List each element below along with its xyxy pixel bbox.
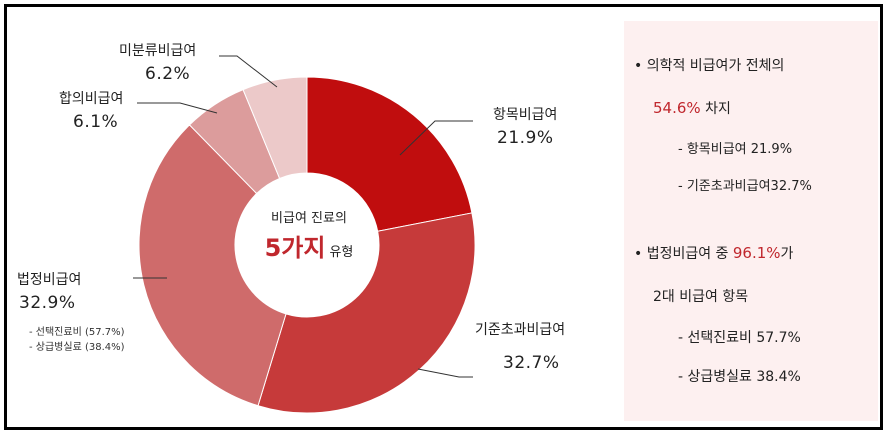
panel-b1-sub1: - 항목비급여 21.9% — [678, 142, 793, 157]
slice-value-1: 32.7% — [503, 353, 560, 373]
donut-chart — [133, 55, 476, 414]
donut-slice-1 — [257, 212, 476, 414]
donut-hole — [235, 173, 379, 317]
slice-value-4: 6.2% — [145, 64, 191, 84]
panel-b2-line2: 2대 비급여 항목 — [653, 289, 749, 305]
panel-b1-rest: 차지 — [700, 101, 731, 117]
panel-b2-suffix: 가 — [780, 246, 794, 262]
leader-line-1 — [417, 368, 473, 378]
donut-center-text: 비급여 진료의 5가지 유형 — [244, 207, 374, 263]
slice-label-0: 항목비급여 21.9% — [493, 104, 557, 148]
figure-frame: 미분류비급여 6.2% 합의비급여 6.1% 항목비급여 21.9% 법정비급여… — [4, 4, 883, 430]
slice-name-0: 항목비급여 — [493, 107, 558, 123]
slice-name-4: 미분류비급여 — [119, 43, 197, 59]
center-suffix: 유형 — [329, 245, 354, 260]
panel-b2-highlight: 96.1% — [732, 244, 781, 262]
sub-label-1: - 상급병실료 (38.4%) — [29, 342, 125, 353]
panel-b1-sub2: - 기준초과비급여32.7% — [678, 179, 812, 194]
center-big: 5가지 — [264, 234, 326, 262]
panel-b2-line1: • 법정비급여 중 96.1%가 — [634, 243, 793, 263]
center-line1: 비급여 진료의 — [271, 211, 347, 226]
slice-label-1: 기준초과비급여 32.7% — [475, 319, 565, 373]
slice-label-4: 미분류비급여 6.2% — [119, 40, 196, 84]
slice-value-3: 6.1% — [73, 112, 119, 132]
slice-name-1: 기준초과비급여 — [475, 322, 566, 338]
panel-b1-line1: • 의학적 비급여가 전체의 — [634, 58, 785, 74]
sub-label-list: - 선택진료비 (57.7%) - 상급병실료 (38.4%) — [29, 325, 125, 355]
leader-line-4 — [219, 55, 278, 88]
leader-line-3 — [137, 102, 218, 114]
slice-label-3: 합의비급여 6.1% — [59, 88, 123, 132]
leader-line-0 — [399, 120, 473, 156]
panel-b2-sub1: - 선택진료비 57.7% — [678, 330, 801, 346]
slice-value-2: 32.9% — [19, 293, 76, 313]
slice-name-2: 법정비급여 — [17, 272, 82, 288]
panel-b2-sub2: - 상급병실료 38.4% — [678, 369, 801, 385]
panel-b1-line2: 54.6% 차지 — [653, 98, 731, 118]
summary-panel: • 의학적 비급여가 전체의 54.6% 차지 - 항목비급여 21.9% - … — [624, 21, 878, 421]
panel-b1-highlight: 54.6% — [653, 99, 701, 117]
slice-value-0: 21.9% — [497, 128, 554, 148]
slice-name-3: 합의비급여 — [59, 91, 124, 107]
sub-label-0: - 선택진료비 (57.7%) — [29, 327, 125, 338]
panel-b2-prefix: • 법정비급여 중 — [634, 246, 733, 262]
slice-label-2: 법정비급여 32.9% — [17, 269, 81, 313]
